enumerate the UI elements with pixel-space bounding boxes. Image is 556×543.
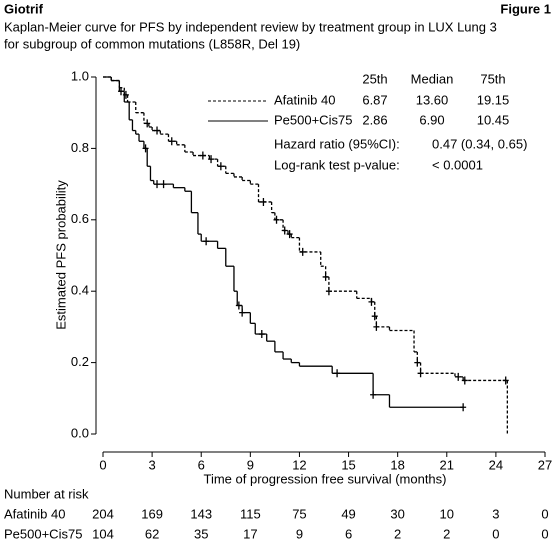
table-cell: 2.86 xyxy=(362,112,387,127)
censor-mark xyxy=(217,162,224,171)
y-tick-label: 0.2 xyxy=(71,354,89,369)
x-axis-label: Time of progression free survival (month… xyxy=(204,471,447,486)
censor-mark xyxy=(203,237,210,246)
x-tick-label: 6 xyxy=(198,457,205,472)
risk-count: 3 xyxy=(492,506,499,521)
table-cell: 13.60 xyxy=(416,92,449,107)
censor-mark xyxy=(260,197,267,206)
table-header: 25th xyxy=(362,71,387,86)
censor-mark xyxy=(154,180,161,189)
risk-count: 0 xyxy=(541,526,548,541)
censor-mark xyxy=(414,358,421,367)
table-header: Median xyxy=(411,71,454,86)
legend-label: Afatinib 40 xyxy=(274,92,335,107)
x-tick-label: 0 xyxy=(99,457,106,472)
risk-count: 104 xyxy=(92,526,114,541)
x-tick-label: 18 xyxy=(390,457,404,472)
censor-mark xyxy=(334,369,341,378)
censor-mark xyxy=(208,155,215,164)
logrank-label: Log-rank test p-value: xyxy=(274,157,400,172)
censor-mark xyxy=(168,137,175,146)
legend-label: Pe500+Cis75 xyxy=(274,112,352,127)
censor-mark xyxy=(370,390,377,399)
risk-count: 35 xyxy=(194,526,208,541)
chart-title: for subgroup of common mutations (L858R,… xyxy=(4,36,300,51)
censor-mark xyxy=(371,312,378,321)
header-right: Figure 1 xyxy=(500,1,551,16)
x-tick-label: 12 xyxy=(292,457,306,472)
risk-row-label: Afatinib 40 xyxy=(4,506,65,521)
risk-count: 115 xyxy=(240,506,261,521)
risk-count: 30 xyxy=(390,506,404,521)
y-tick-label: 0.0 xyxy=(71,425,89,440)
risk-count: 62 xyxy=(145,526,159,541)
risk-count: 6 xyxy=(345,526,352,541)
censor-mark xyxy=(235,301,242,310)
hazard-value: 0.47 (0.34, 0.65) xyxy=(432,136,527,151)
censor-mark xyxy=(239,308,246,317)
table-cell: 10.45 xyxy=(477,112,510,127)
censor-mark xyxy=(299,247,306,256)
censor-mark xyxy=(373,322,380,331)
censor-mark xyxy=(502,376,509,385)
censor-mark xyxy=(460,403,467,412)
logrank-value: < 0.0001 xyxy=(432,157,483,172)
risk-count: 10 xyxy=(440,506,454,521)
header-left: Giotrif xyxy=(4,1,44,16)
x-tick-label: 9 xyxy=(247,457,254,472)
x-tick-label: 3 xyxy=(148,457,155,472)
table-cell: 6.90 xyxy=(419,112,444,127)
censor-mark xyxy=(368,297,375,306)
x-tick-label: 24 xyxy=(489,457,503,472)
censor-mark xyxy=(325,287,332,296)
censor-mark xyxy=(322,272,329,281)
table-cell: 19.15 xyxy=(477,92,510,107)
table-header: 75th xyxy=(480,71,505,86)
risk-count: 17 xyxy=(243,526,257,541)
censor-mark xyxy=(160,180,167,189)
y-tick-label: 0.4 xyxy=(71,283,89,298)
risk-count: 204 xyxy=(92,506,114,521)
table-cell: 6.87 xyxy=(362,92,387,107)
censor-mark xyxy=(417,369,424,378)
risk-count: 169 xyxy=(141,506,163,521)
risk-count: 143 xyxy=(190,506,212,521)
x-tick-label: 21 xyxy=(440,457,454,472)
risk-count: 9 xyxy=(296,526,303,541)
risk-count: 75 xyxy=(292,506,306,521)
censor-mark xyxy=(258,330,265,339)
x-tick-label: 15 xyxy=(341,457,355,472)
censor-mark xyxy=(281,226,288,235)
risk-row-label: Pe500+Cis75 xyxy=(4,526,82,541)
y-axis-label: Estimated PFS probability xyxy=(53,180,68,330)
censor-mark xyxy=(144,119,151,128)
risk-count: 2 xyxy=(443,526,450,541)
risk-count: 0 xyxy=(492,526,499,541)
chart-title: Kaplan-Meier curve for PFS by independen… xyxy=(4,19,497,34)
y-tick-label: 0.8 xyxy=(71,140,89,155)
x-tick-label: 27 xyxy=(538,457,552,472)
risk-count: 2 xyxy=(394,526,401,541)
y-tick-label: 1.0 xyxy=(71,68,89,83)
risk-count: 0 xyxy=(541,506,548,521)
censor-mark xyxy=(461,376,468,385)
risk-title: Number at risk xyxy=(4,486,89,501)
risk-count: 49 xyxy=(341,506,355,521)
censor-mark xyxy=(142,144,149,153)
censor-mark xyxy=(118,87,125,96)
censor-mark xyxy=(273,215,280,224)
censor-mark xyxy=(199,151,206,160)
y-tick-label: 0.6 xyxy=(71,211,89,226)
censor-mark xyxy=(286,230,293,239)
censor-mark xyxy=(154,126,161,135)
censor-mark xyxy=(455,372,462,381)
hazard-label: Hazard ratio (95%CI): xyxy=(274,136,400,151)
